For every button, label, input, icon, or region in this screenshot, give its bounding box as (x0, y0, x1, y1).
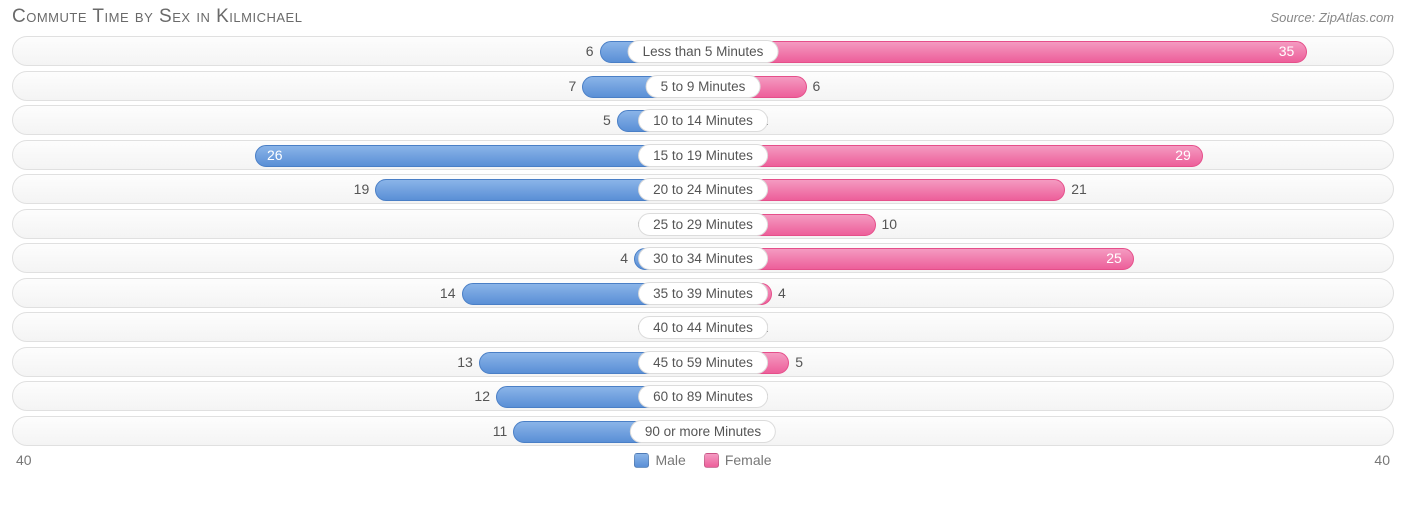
category-label: 35 to 39 Minutes (638, 282, 768, 305)
male-value: 12 (474, 388, 490, 404)
legend-item-female: Female (704, 452, 772, 468)
axis-max-left: 40 (16, 452, 32, 468)
male-swatch (634, 453, 649, 468)
male-value: 26 (267, 147, 283, 163)
legend-item-male: Male (634, 452, 685, 468)
category-label: Less than 5 Minutes (628, 40, 779, 63)
male-value: 6 (586, 43, 594, 59)
female-value: 4 (778, 285, 786, 301)
chart-row: 13 5 45 to 59 Minutes (12, 347, 1394, 377)
male-value: 5 (603, 112, 611, 128)
chart-header: Commute Time by Sex in Kilmichael Source… (0, 0, 1406, 32)
chart-row: 26 29 15 to 19 Minutes (12, 140, 1394, 170)
female-value: 10 (882, 216, 898, 232)
category-label: 30 to 34 Minutes (638, 247, 768, 270)
axis-max-right: 40 (1374, 452, 1390, 468)
female-value: 35 (1279, 43, 1295, 59)
male-value: 4 (620, 250, 628, 266)
female-bar (703, 145, 1203, 167)
chart-title: Commute Time by Sex in Kilmichael (12, 6, 302, 28)
female-value: 6 (813, 78, 821, 94)
chart-row: 7 6 5 to 9 Minutes (12, 71, 1394, 101)
male-value: 19 (354, 181, 370, 197)
chart-row: 12060 to 89 Minutes (12, 381, 1394, 411)
category-label: 90 or more Minutes (630, 420, 776, 443)
legend-label-female: Female (725, 452, 772, 468)
legend-label-male: Male (655, 452, 685, 468)
male-value: 11 (493, 423, 508, 439)
category-label: 60 to 89 Minutes (638, 385, 768, 408)
category-label: 20 to 24 Minutes (638, 178, 768, 201)
category-label: 25 to 29 Minutes (638, 213, 768, 236)
female-value: 29 (1175, 147, 1191, 163)
chart-row: 01025 to 29 Minutes (12, 209, 1394, 239)
category-label: 15 to 19 Minutes (638, 144, 768, 167)
male-bar (255, 145, 704, 167)
chart-row: 19 21 20 to 24 Minutes (12, 174, 1394, 204)
male-value: 13 (457, 354, 473, 370)
female-swatch (704, 453, 719, 468)
female-bar (703, 41, 1307, 63)
chart-footer: 40 Male Female 40 (0, 450, 1406, 468)
legend: Male Female (634, 452, 771, 468)
category-label: 10 to 14 Minutes (638, 109, 768, 132)
male-value: 7 (568, 78, 576, 94)
female-value: 21 (1071, 181, 1087, 197)
female-value: 5 (795, 354, 803, 370)
chart-row: 14 4 35 to 39 Minutes (12, 278, 1394, 308)
chart-row: 4 25 30 to 34 Minutes (12, 243, 1394, 273)
chart-area: 635Less than 5 Minutes765 to 9 Minutes52… (0, 32, 1406, 446)
chart-row: 6 35 Less than 5 Minutes (12, 36, 1394, 66)
chart-row: 0240 to 44 Minutes (12, 312, 1394, 342)
chart-row: 5210 to 14 Minutes (12, 105, 1394, 135)
female-value: 25 (1106, 250, 1122, 266)
male-value: 14 (440, 285, 456, 301)
chart-source: Source: ZipAtlas.com (1270, 10, 1394, 25)
category-label: 5 to 9 Minutes (646, 75, 761, 98)
category-label: 40 to 44 Minutes (638, 316, 768, 339)
chart-row: 11090 or more Minutes (12, 416, 1394, 446)
category-label: 45 to 59 Minutes (638, 351, 768, 374)
